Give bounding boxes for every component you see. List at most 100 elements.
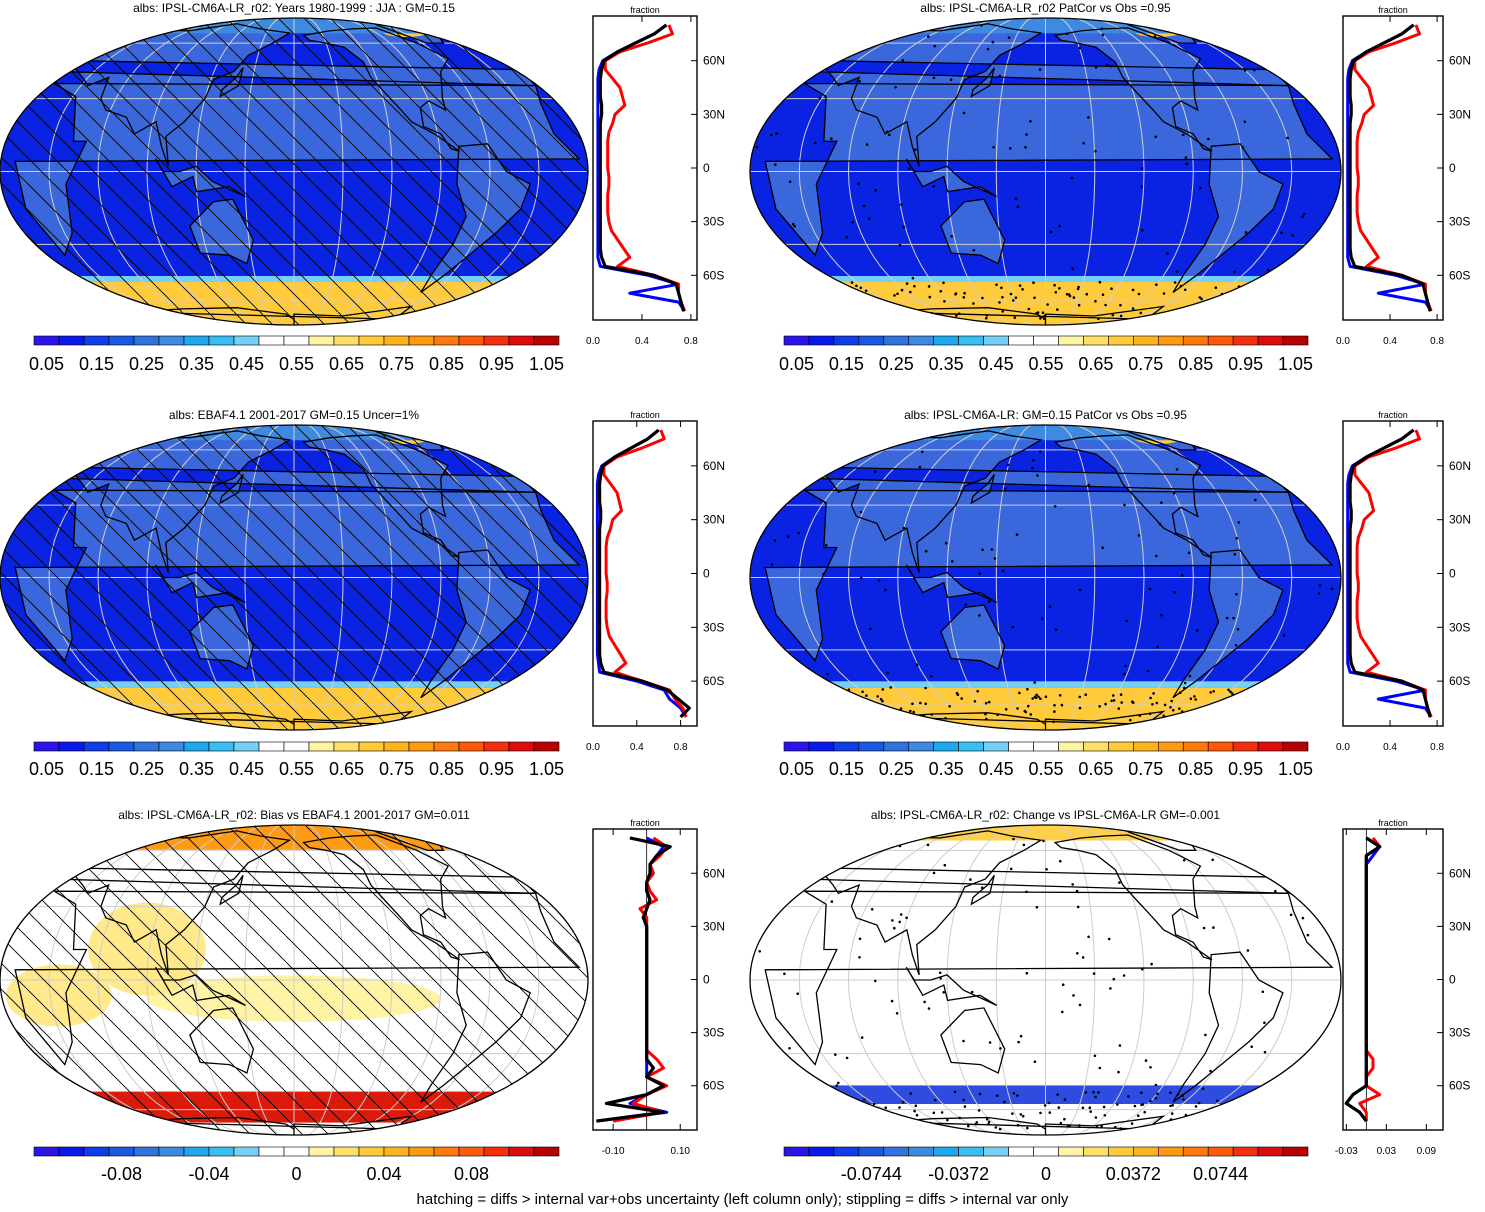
zonal-xtick-label: 0.4 — [635, 336, 649, 347]
coastline — [940, 604, 1006, 670]
panel-change: albs: IPSL-CM6A-LR_r02: Change vs IPSL-C… — [749, 808, 1471, 1184]
zonal-ytick-label: 30N — [1449, 513, 1471, 527]
colorbar-box — [283, 741, 310, 752]
colorbar-box — [833, 1146, 860, 1157]
colorbar-box — [458, 1146, 485, 1157]
colorbar-label: 0.35 — [929, 354, 964, 374]
colorbar-label: 0.55 — [1028, 354, 1063, 374]
land-fill — [1173, 143, 1283, 293]
zonal-ytick-label: 30N — [1449, 107, 1471, 121]
colorbar-label: 0.55 — [279, 759, 314, 779]
colorbar-box — [783, 741, 810, 752]
colorbar-box — [1207, 741, 1234, 752]
graticule-meridian — [1072, 18, 1145, 325]
colorbar-box — [883, 335, 910, 346]
colorbar-box — [1133, 335, 1159, 346]
colorbar-box — [858, 335, 885, 346]
colorbar-box — [958, 741, 984, 752]
colorbar-box — [933, 741, 959, 752]
map-border — [0, 424, 589, 731]
colorbar-box — [808, 741, 835, 752]
colorbar-box — [133, 1146, 160, 1157]
graticule-meridian — [995, 825, 1033, 1135]
colorbar-box — [408, 741, 435, 752]
colorbar-box — [1182, 335, 1209, 346]
colorbar-label: 1.05 — [529, 354, 564, 374]
colorbar-box — [1083, 335, 1109, 346]
colorbar-label: 0.05 — [779, 354, 814, 374]
colorbar-box — [958, 335, 984, 346]
colorbar-box — [533, 1146, 560, 1157]
colorbar-label: 0.95 — [479, 759, 514, 779]
colorbar-box — [958, 1146, 984, 1157]
colorbar: 0.05 0.15 0.25 0.35 0.45 0.55 0.65 0.75 0.85 0.95… — [779, 335, 1313, 374]
colorbar-box — [233, 335, 260, 346]
colorbar-box — [808, 1146, 835, 1157]
colorbar: -0.0744 -0.0372 0 0.0372 0.0744 — [783, 1146, 1309, 1184]
zonal-xtick-label: 0.8 — [674, 742, 688, 753]
colorbar-box — [308, 335, 335, 346]
colorbar-box — [1108, 335, 1134, 346]
zonal-series-black — [1348, 428, 1432, 718]
zonal-ytick-label: 30N — [703, 107, 725, 121]
zonal-series-black — [1348, 23, 1432, 312]
colorbar-box — [33, 1146, 60, 1157]
colorbar-box — [158, 335, 185, 346]
colorbar-label: 0.35 — [929, 759, 964, 779]
zonal-mean-plot: fraction 0.0 0.4 0.8 60N 30N 0 30S 60S — [1336, 5, 1471, 347]
zonal-series-blue — [1346, 428, 1433, 718]
colorbar-box — [1207, 1146, 1234, 1157]
colorbar-box — [458, 335, 485, 346]
colorbar-label: 0.65 — [1078, 759, 1113, 779]
zonal-ytick-label: 60S — [1449, 268, 1470, 282]
colorbar-box — [383, 741, 410, 752]
colorbar-box — [508, 335, 535, 346]
colorbar-box — [358, 741, 385, 752]
zonal-ytick-label: 30N — [703, 513, 725, 527]
colorbar-box — [1282, 335, 1309, 346]
zonal-mean-plot: fraction 0.0 0.4 0.8 60N 30N 0 30S 60S — [586, 5, 725, 347]
panel-title: albs: IPSL-CM6A-LR: GM=0.15 PatCor vs Ob… — [904, 408, 1187, 422]
zonal-xlabel: fraction — [1378, 818, 1408, 828]
panel-model_run: albs: IPSL-CM6A-LR_r02 PatCor vs Obs =0.… — [749, 1, 1471, 374]
zonal-series-black — [598, 23, 686, 312]
colorbar-box — [108, 1146, 135, 1157]
colorbar-box — [1058, 335, 1084, 346]
colorbar-label: 1.05 — [1278, 354, 1313, 374]
colorbar-box — [333, 741, 360, 752]
colorbar-label: 0.15 — [829, 759, 864, 779]
graticule-meridian — [946, 425, 1019, 730]
panel-model_ensemble: albs: IPSL-CM6A-LR: GM=0.15 PatCor vs Ob… — [749, 408, 1471, 779]
map-field — [0, 18, 588, 325]
graticule-meridian — [897, 825, 1005, 1135]
colorbar-box — [58, 1146, 85, 1157]
graticule-meridian — [847, 825, 991, 1135]
zonal-ytick-label: 60S — [1449, 674, 1470, 688]
zonal-xtick-label: 0.09 — [1417, 1146, 1437, 1157]
colorbar-box — [283, 335, 310, 346]
colorbar-box — [208, 741, 235, 752]
zonal-ytick-label: 30S — [1449, 1026, 1470, 1040]
graticule-meridian — [1072, 825, 1145, 1135]
map-field — [750, 18, 1341, 325]
colorbar-label: 0.65 — [1078, 354, 1113, 374]
colorbar-label: 0.75 — [379, 759, 414, 779]
colorbar-label: 0.25 — [879, 354, 914, 374]
graticule-meridian — [946, 825, 1019, 1135]
colorbar-label: 0.95 — [1228, 354, 1263, 374]
colorbar-box — [358, 335, 385, 346]
colorbar-box — [833, 335, 860, 346]
zonal-ytick-label: 30S — [703, 620, 724, 634]
colorbar-label: 0.75 — [379, 354, 414, 374]
colorbar: 0.05 0.15 0.25 0.35 0.45 0.55 0.65 0.75 0.85 0.95… — [29, 741, 564, 779]
colorbar-box — [433, 741, 460, 752]
colorbar-box — [933, 1146, 959, 1157]
colorbar: 0.05 0.15 0.25 0.35 0.45 0.55 0.65 0.75 0.85 0.95… — [29, 335, 564, 374]
zonal-xtick-label: 0.4 — [630, 742, 644, 753]
colorbar-label: 0.75 — [1128, 354, 1163, 374]
colorbar: 0.05 0.15 0.25 0.35 0.45 0.55 0.65 0.75 0.85 0.95… — [779, 741, 1313, 779]
colorbar-label: 0.85 — [429, 354, 464, 374]
zonal-ytick-label: 0 — [1449, 567, 1456, 581]
colorbar-box — [908, 741, 935, 752]
panel-title: albs: EBAF4.1 2001-2017 GM=0.15 Uncer=1% — [169, 408, 419, 422]
